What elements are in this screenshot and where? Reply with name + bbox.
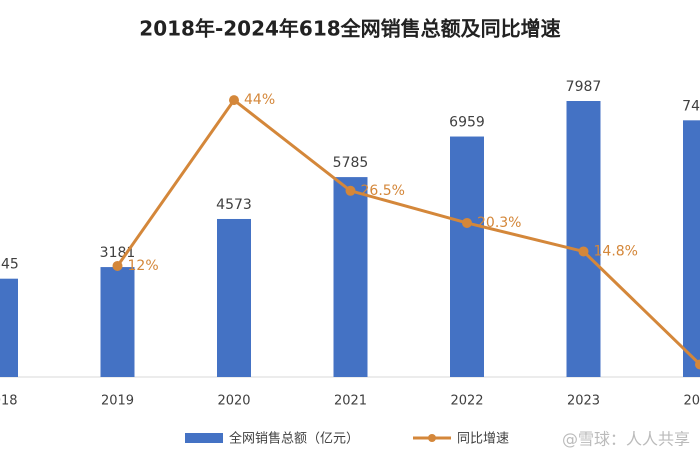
bar bbox=[566, 101, 601, 378]
bar-value-label: 2845 bbox=[0, 257, 19, 273]
line-value-label: 12% bbox=[128, 258, 159, 274]
bar-value-label: 5785 bbox=[333, 155, 369, 171]
bar bbox=[217, 218, 251, 377]
bar bbox=[333, 177, 368, 377]
bar-value-label: 7428 bbox=[682, 98, 700, 114]
x-tick-label: 2021 bbox=[334, 394, 367, 409]
bar-value-label: 4573 bbox=[216, 197, 252, 213]
legend-swatch bbox=[428, 434, 436, 442]
bar bbox=[683, 120, 700, 377]
chart-title: 2018年-2024年618全网销售总额及同比增速 bbox=[139, 17, 560, 41]
x-tick-label: 2024 bbox=[683, 394, 700, 409]
legend-label: 同比增速 bbox=[457, 432, 509, 447]
bar-value-label: 6959 bbox=[449, 115, 485, 131]
x-tick-label: 2019 bbox=[101, 394, 134, 409]
x-tick-label: 2018 bbox=[0, 394, 18, 409]
bar-value-label: 3181 bbox=[100, 245, 136, 261]
line-value-label: 44% bbox=[244, 92, 275, 108]
bar bbox=[100, 267, 135, 377]
line-value-label: 14.8% bbox=[594, 243, 638, 259]
line-value-label: 26.5% bbox=[361, 183, 405, 199]
line-value-label: 20.3% bbox=[477, 215, 521, 231]
watermark: @雪球：人人共享 bbox=[562, 430, 690, 449]
line-point bbox=[578, 246, 589, 257]
x-tick-label: 2023 bbox=[567, 394, 600, 409]
x-tick-label: 2020 bbox=[217, 394, 250, 409]
line-point bbox=[695, 359, 700, 370]
bar-value-label: 7987 bbox=[566, 79, 602, 95]
bar bbox=[450, 136, 484, 377]
legend-label: 全网销售总额（亿元） bbox=[229, 431, 359, 447]
legend-swatch bbox=[185, 433, 223, 443]
line-point bbox=[462, 217, 472, 228]
x-tick-label: 2022 bbox=[450, 394, 483, 409]
line-point bbox=[112, 260, 123, 271]
bar bbox=[0, 278, 18, 377]
line bbox=[116, 97, 700, 366]
line-point bbox=[229, 95, 239, 106]
line-point bbox=[345, 185, 356, 196]
